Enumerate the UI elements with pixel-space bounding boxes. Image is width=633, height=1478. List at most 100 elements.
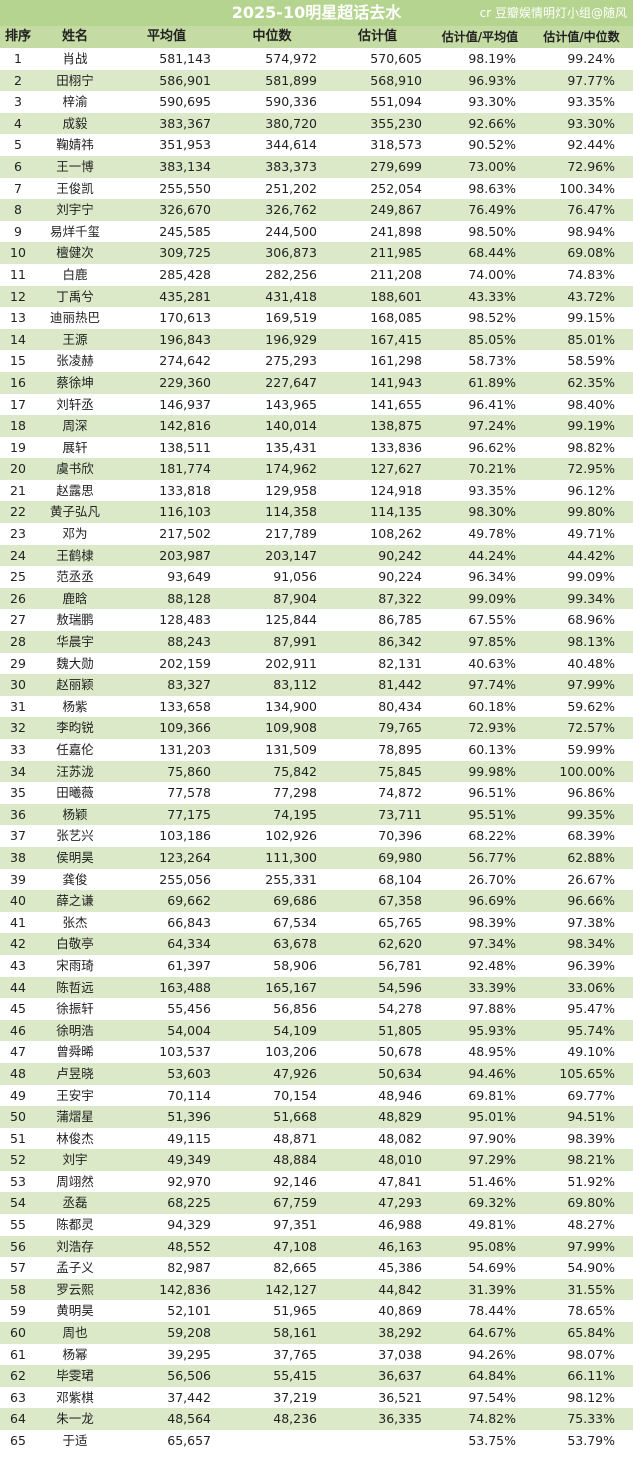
estimate-over-median-cell: 100.34%	[559, 180, 615, 196]
estimate-over-median-cell: 93.30%	[567, 115, 615, 131]
estimate-over-median-cell: 74.83%	[567, 266, 615, 282]
name-cell: 成毅	[62, 115, 88, 131]
mean-cell: 88,243	[167, 634, 211, 650]
estimate-cell: 90,242	[378, 547, 422, 563]
name-cell: 鹿晗	[62, 590, 88, 606]
rank-cell: 23	[10, 526, 26, 542]
estimate-over-mean-cell: 72.93%	[468, 720, 516, 736]
estimate-over-mean-cell: 92.66%	[468, 115, 516, 131]
estimate-over-mean-cell: 64.67%	[468, 1325, 516, 1341]
estimate-cell: 141,655	[370, 396, 422, 412]
table-row: 48 卢昱晓 53,603 47,926 50,634 94.46% 105.65%	[0, 1062, 633, 1085]
estimate-over-median-cell: 97.77%	[567, 72, 615, 88]
name-cell: 梓渝	[62, 94, 88, 110]
median-cell: 140,014	[265, 418, 317, 434]
rank-cell: 40	[10, 893, 26, 909]
column-header-rank: 排序	[4, 29, 31, 44]
median-cell: 431,418	[265, 288, 317, 304]
table-row: 62 毕雯珺 56,506 55,415 36,637 64.84% 66.11%	[0, 1365, 633, 1387]
estimate-over-median-cell: 97.99%	[567, 1238, 615, 1254]
median-cell: 55,415	[273, 1368, 317, 1384]
median-cell: 251,202	[265, 180, 317, 196]
estimate-cell: 36,335	[378, 1411, 422, 1427]
rank-cell: 49	[10, 1087, 26, 1103]
median-cell: 114,358	[265, 504, 317, 520]
rank-cell: 16	[10, 374, 26, 390]
estimate-over-mean-cell: 95.01%	[468, 1109, 516, 1125]
rank-cell: 45	[10, 1001, 26, 1017]
mean-cell: 170,613	[159, 310, 211, 326]
rank-cell: 26	[10, 590, 26, 606]
estimate-over-mean-cell: 78.44%	[468, 1303, 516, 1319]
median-cell: 383,373	[265, 158, 317, 174]
median-cell: 109,908	[265, 720, 317, 736]
table-row: 23 邓为 217,502 217,789 108,262 49.78% 49.71%	[0, 523, 633, 545]
name-cell: 檀健次	[56, 245, 94, 261]
mean-cell: 163,488	[159, 979, 211, 995]
rank-cell: 59	[10, 1303, 26, 1319]
name-cell: 杨颖	[62, 806, 88, 822]
rank-cell: 8	[14, 202, 22, 218]
name-cell: 徐振轩	[56, 1001, 94, 1017]
estimate-cell: 46,988	[378, 1217, 422, 1233]
mean-cell: 383,134	[159, 158, 211, 174]
estimate-over-median-cell: 98.39%	[567, 1130, 615, 1146]
estimate-cell: 37,038	[378, 1346, 422, 1362]
table-row: 61 杨幂 39,295 37,765 37,038 94.26% 98.07%	[0, 1343, 633, 1366]
name-cell: 汪苏泷	[56, 763, 94, 779]
rank-cell: 65	[10, 1433, 26, 1448]
estimate-over-median-cell: 58.59%	[567, 353, 615, 369]
estimate-cell: 73,711	[378, 806, 422, 822]
rank-cell: 10	[10, 245, 26, 261]
estimate-over-median-cell: 98.40%	[567, 396, 615, 412]
estimate-over-median-cell: 49.71%	[567, 526, 615, 542]
estimate-cell: 54,596	[378, 979, 422, 995]
mean-cell: 351,953	[159, 137, 211, 153]
median-cell: 142,127	[265, 1281, 317, 1297]
table-row: 51 林俊杰 49,115 48,871 48,082 97.90% 98.39%	[0, 1127, 633, 1150]
estimate-over-mean-cell: 51.46%	[468, 1173, 516, 1189]
estimate-over-mean-cell: 96.51%	[468, 785, 516, 801]
table-row: 17 刘轩丞 146,937 143,965 141,655 96.41% 98.40%	[0, 393, 633, 416]
rank-cell: 25	[10, 569, 26, 585]
estimate-cell: 48,829	[378, 1109, 422, 1125]
name-cell: 丁禹兮	[56, 288, 94, 304]
name-cell: 黄子弘凡	[49, 504, 100, 520]
table-row: 32 李昀锐 109,366 109,908 79,765 72.93% 72.57%	[0, 717, 633, 739]
median-cell: 58,161	[273, 1325, 317, 1341]
estimate-over-median-cell: 93.35%	[567, 94, 615, 110]
estimate-over-median-cell: 99.80%	[567, 504, 615, 520]
name-cell: 张艺兴	[56, 828, 94, 844]
name-cell: 薛之谦	[56, 893, 94, 909]
rank-cell: 13	[10, 310, 26, 326]
estimate-over-median-cell: 62.88%	[567, 849, 615, 865]
mean-cell: 77,175	[167, 806, 211, 822]
mean-cell: 133,658	[159, 698, 211, 714]
estimate-over-median-cell: 49.10%	[567, 1044, 615, 1060]
table-row: 34 汪苏泷 75,860 75,842 75,845 99.98% 100.00%	[0, 760, 633, 783]
estimate-cell: 69,980	[378, 849, 422, 865]
rank-cell: 37	[10, 828, 26, 844]
table-row: 58 罗云熙 142,836 142,127 44,842 31.39% 31.55%	[0, 1278, 633, 1301]
table-row: 16 蔡徐坤 229,360 227,647 141,943 61.89% 62.35%	[0, 371, 633, 394]
mean-cell: 70,114	[167, 1087, 211, 1103]
median-cell: 196,929	[265, 331, 317, 347]
table-row: 49 王安宇 70,114 70,154 48,946 69.81% 69.77%	[0, 1084, 633, 1107]
table-row: 42 白敬亭 64,334 63,678 62,620 97.34% 98.34%	[0, 933, 633, 955]
table-row: 46 徐明浩 54,004 54,109 51,805 95.93% 95.74%	[0, 1019, 633, 1042]
table-row: 53 周翊然 92,970 92,146 47,841 51.46% 51.92%	[0, 1170, 633, 1193]
estimate-over-median-cell: 33.06%	[567, 979, 615, 995]
mean-cell: 142,836	[159, 1281, 211, 1297]
name-cell: 鞠婧祎	[56, 137, 94, 153]
rank-cell: 30	[10, 677, 26, 693]
median-cell: 37,765	[273, 1346, 317, 1362]
name-cell: 孟子义	[56, 1260, 94, 1276]
rank-cell: 3	[14, 94, 22, 110]
estimate-over-median-cell: 72.96%	[567, 158, 615, 174]
name-cell: 魏大勋	[56, 655, 94, 671]
name-cell: 龚俊	[62, 871, 88, 887]
estimate-over-median-cell: 68.96%	[567, 612, 615, 628]
mean-cell: 196,843	[159, 331, 211, 347]
name-cell: 罗云熙	[56, 1281, 94, 1297]
median-cell: 63,678	[273, 936, 317, 952]
